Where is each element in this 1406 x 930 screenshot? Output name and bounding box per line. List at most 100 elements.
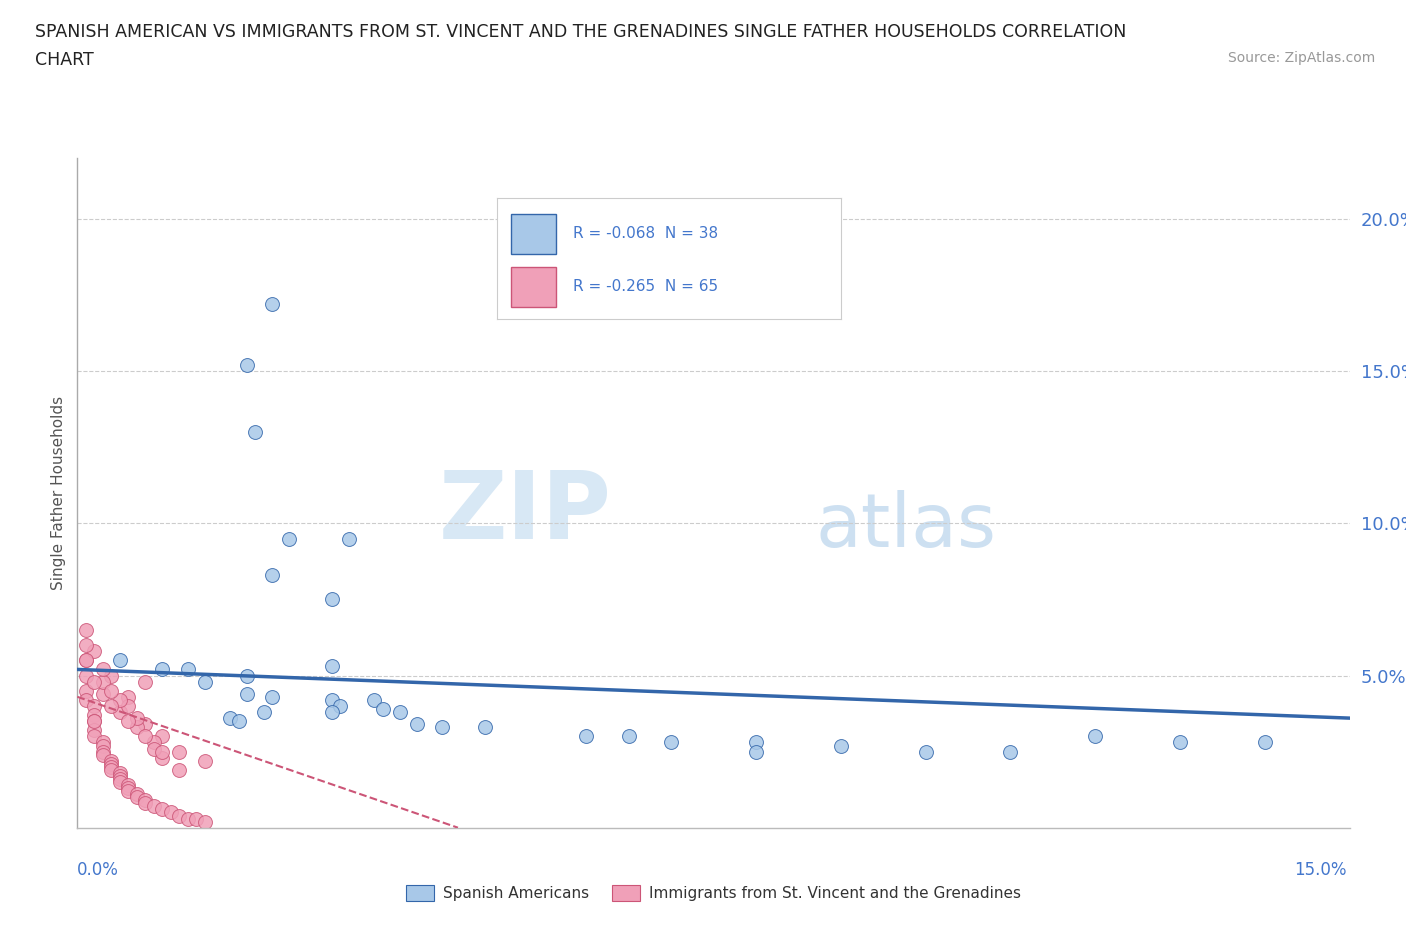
- Point: [100, 698, 122, 713]
- Point: [83, 644, 105, 658]
- Point: [83, 674, 105, 689]
- Text: SPANISH AMERICAN VS IMMIGRANTS FROM ST. VINCENT AND THE GRENADINES SINGLE FATHER: SPANISH AMERICAN VS IMMIGRANTS FROM ST. …: [35, 23, 1126, 41]
- Point: [75, 653, 97, 668]
- Point: [1168, 735, 1191, 750]
- Point: [142, 799, 165, 814]
- Point: [167, 763, 190, 777]
- Point: [100, 756, 122, 771]
- Point: [617, 729, 640, 744]
- Point: [159, 805, 181, 820]
- Point: [830, 738, 852, 753]
- Text: ZIP: ZIP: [439, 467, 612, 559]
- Point: [134, 729, 156, 744]
- Point: [108, 772, 131, 787]
- Point: [262, 567, 284, 582]
- Point: [321, 659, 343, 674]
- Point: [194, 814, 217, 829]
- Point: [363, 693, 385, 708]
- Text: R = -0.265  N = 65: R = -0.265 N = 65: [572, 279, 718, 295]
- Point: [388, 705, 411, 720]
- Point: [405, 717, 427, 732]
- FancyBboxPatch shape: [510, 267, 555, 307]
- Point: [245, 425, 267, 440]
- Point: [321, 592, 343, 607]
- Point: [91, 662, 114, 677]
- Point: [262, 689, 284, 704]
- Text: Source: ZipAtlas.com: Source: ZipAtlas.com: [1227, 51, 1375, 65]
- Point: [117, 689, 139, 704]
- Legend: Spanish Americans, Immigrants from St. Vincent and the Grenadines: Spanish Americans, Immigrants from St. V…: [401, 879, 1026, 907]
- Point: [108, 705, 131, 720]
- Point: [100, 763, 122, 777]
- Point: [75, 684, 97, 698]
- Point: [100, 760, 122, 775]
- Point: [1254, 735, 1277, 750]
- Point: [329, 698, 352, 713]
- Point: [83, 729, 105, 744]
- Point: [83, 713, 105, 728]
- Point: [117, 777, 139, 792]
- Text: 0.0%: 0.0%: [77, 860, 120, 879]
- Point: [219, 711, 242, 725]
- Point: [228, 713, 250, 728]
- Point: [236, 668, 259, 683]
- Y-axis label: Single Father Households: Single Father Households: [51, 396, 66, 590]
- Point: [100, 668, 122, 683]
- Point: [236, 686, 259, 701]
- Point: [134, 674, 156, 689]
- Point: [474, 720, 496, 735]
- Point: [371, 701, 394, 716]
- Point: [108, 775, 131, 790]
- Point: [75, 653, 97, 668]
- Point: [83, 723, 105, 737]
- Point: [150, 751, 173, 765]
- Point: [117, 713, 139, 728]
- Point: [321, 705, 343, 720]
- Point: [150, 744, 173, 759]
- Point: [117, 698, 139, 713]
- Text: R = -0.068  N = 38: R = -0.068 N = 38: [572, 226, 718, 241]
- Point: [142, 741, 165, 756]
- Point: [430, 720, 453, 735]
- Point: [176, 662, 198, 677]
- Point: [745, 735, 768, 750]
- Point: [142, 735, 165, 750]
- Point: [91, 735, 114, 750]
- Point: [91, 744, 114, 759]
- Point: [914, 744, 936, 759]
- Point: [108, 768, 131, 783]
- Point: [262, 297, 284, 312]
- Point: [1000, 744, 1022, 759]
- Point: [83, 698, 105, 713]
- Point: [745, 744, 768, 759]
- Text: atlas: atlas: [815, 490, 997, 563]
- Point: [91, 686, 114, 701]
- Point: [125, 787, 148, 802]
- Point: [91, 747, 114, 762]
- Point: [253, 705, 276, 720]
- Point: [150, 729, 173, 744]
- Point: [75, 638, 97, 653]
- Point: [108, 765, 131, 780]
- FancyBboxPatch shape: [510, 214, 555, 254]
- Point: [108, 693, 131, 708]
- Point: [194, 674, 217, 689]
- Point: [321, 693, 343, 708]
- Point: [150, 802, 173, 817]
- Point: [125, 790, 148, 804]
- Point: [150, 662, 173, 677]
- Point: [134, 793, 156, 808]
- Text: 15.0%: 15.0%: [1295, 860, 1347, 879]
- Point: [575, 729, 598, 744]
- Point: [167, 744, 190, 759]
- Point: [184, 811, 207, 826]
- Point: [83, 713, 105, 728]
- Point: [134, 717, 156, 732]
- Point: [108, 653, 131, 668]
- Text: CHART: CHART: [35, 51, 94, 69]
- Point: [125, 711, 148, 725]
- Point: [100, 753, 122, 768]
- Point: [91, 674, 114, 689]
- Point: [134, 796, 156, 811]
- Point: [194, 753, 217, 768]
